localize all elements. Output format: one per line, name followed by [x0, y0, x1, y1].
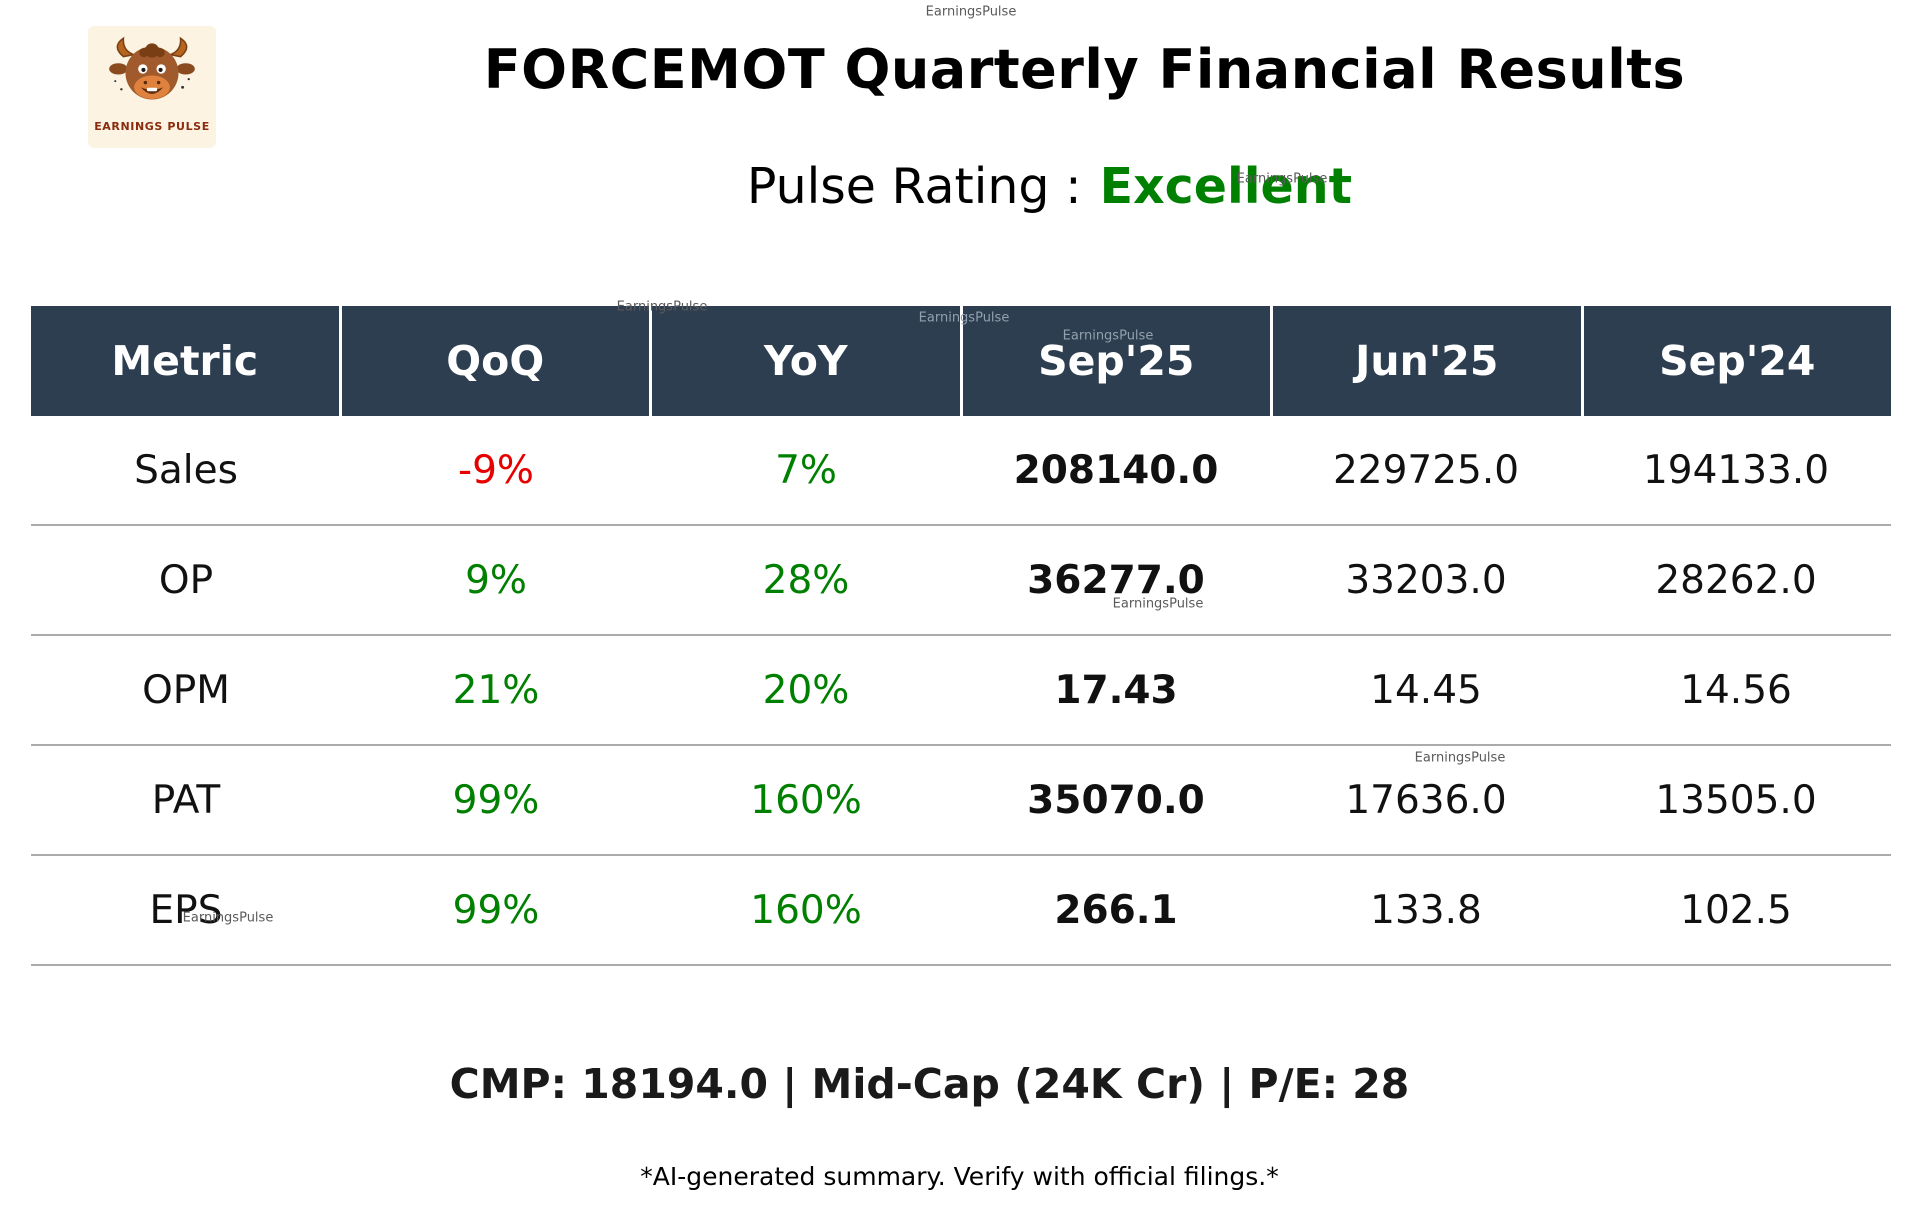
watermark: EarningsPulse — [918, 310, 1010, 326]
table-row-pat: PAT 99% 160% 35070.0 17636.0 13505.0 — [31, 746, 1891, 856]
column-header-sep25: Sep'25 — [963, 306, 1273, 416]
metric-cell: PAT — [151, 777, 221, 823]
sep24-cell: 14.56 — [1680, 667, 1792, 713]
summary-line: CMP: 18194.0 | Mid-Cap (24K Cr) | P/E: 2… — [449, 1060, 1410, 1108]
metric-cell: OPM — [142, 667, 230, 713]
sep25-cell: 208140.0 — [1013, 447, 1219, 493]
watermark: EarningsPulse — [1414, 750, 1506, 766]
yoy-cell: 20% — [762, 667, 850, 713]
table-header-row: Metric QoQ YoY Sep'25 Jun'25 Sep'24 — [31, 306, 1891, 416]
pulse-rating-value: Excellent — [1099, 158, 1353, 215]
column-header-qoq: QoQ — [342, 306, 652, 416]
yoy-cell: 160% — [750, 887, 862, 933]
jun25-cell: 229725.0 — [1332, 447, 1520, 493]
table-row-sales: Sales -9% 7% 208140.0 229725.0 194133.0 — [31, 416, 1891, 526]
jun25-cell: 133.8 — [1370, 887, 1482, 933]
yoy-cell: 28% — [762, 557, 850, 603]
qoq-cell: 99% — [452, 887, 540, 933]
watermark: EarningsPulse — [616, 299, 708, 315]
bull-icon — [109, 36, 195, 100]
yoy-cell: 160% — [750, 777, 862, 823]
earnings-pulse-logo: EARNINGS PULSE — [88, 26, 216, 148]
qoq-cell: 9% — [465, 557, 527, 603]
table-row-op: OP 9% 28% 36277.0 33203.0 28262.0 — [31, 526, 1891, 636]
column-header-metric: Metric — [31, 306, 342, 416]
results-table: Metric QoQ YoY Sep'25 Jun'25 Sep'24 Sale… — [31, 306, 1891, 966]
table-row-opm: OPM 21% 20% 17.43 14.45 14.56 — [31, 636, 1891, 746]
metric-cell: OP — [158, 557, 214, 603]
watermark: EarningsPulse — [1112, 596, 1204, 612]
sep25-cell: 266.1 — [1054, 887, 1178, 933]
sep25-cell: 17.43 — [1054, 667, 1178, 713]
sep24-cell: 13505.0 — [1655, 777, 1817, 823]
qoq-cell: -9% — [458, 447, 534, 493]
metric-cell: EPS — [149, 887, 223, 933]
sep24-cell: 102.5 — [1680, 887, 1792, 933]
metric-cell: Sales — [134, 447, 238, 493]
watermark: EarningsPulse — [1236, 171, 1328, 187]
table-row-eps: EPS 99% 160% 266.1 133.8 102.5 — [31, 856, 1891, 966]
sep25-cell: 35070.0 — [1027, 777, 1205, 823]
page-title: FORCEMOT Quarterly Financial Results — [483, 38, 1686, 101]
jun25-cell: 17636.0 — [1345, 777, 1507, 823]
sep25-cell: 36277.0 — [1027, 557, 1205, 603]
qoq-cell: 99% — [452, 777, 540, 823]
column-header-jun25: Jun'25 — [1273, 306, 1584, 416]
qoq-cell: 21% — [452, 667, 540, 713]
sep24-cell: 194133.0 — [1642, 447, 1830, 493]
watermark: EarningsPulse — [1062, 328, 1154, 344]
watermark: EarningsPulse — [182, 910, 274, 926]
logo-caption: EARNINGS PULSE — [94, 120, 210, 133]
pulse-rating: Pulse Rating : Excellent — [180, 158, 1919, 215]
jun25-cell: 14.45 — [1370, 667, 1482, 713]
column-header-sep24: Sep'24 — [1659, 337, 1816, 385]
jun25-cell: 33203.0 — [1345, 557, 1507, 603]
sep24-cell: 28262.0 — [1655, 557, 1817, 603]
column-header-yoy: YoY — [652, 306, 963, 416]
disclaimer-text: *AI-generated summary. Verify with offic… — [640, 1162, 1279, 1191]
watermark: EarningsPulse — [925, 4, 1017, 20]
yoy-cell: 7% — [775, 447, 837, 493]
pulse-rating-label: Pulse Rating : — [746, 158, 1082, 215]
